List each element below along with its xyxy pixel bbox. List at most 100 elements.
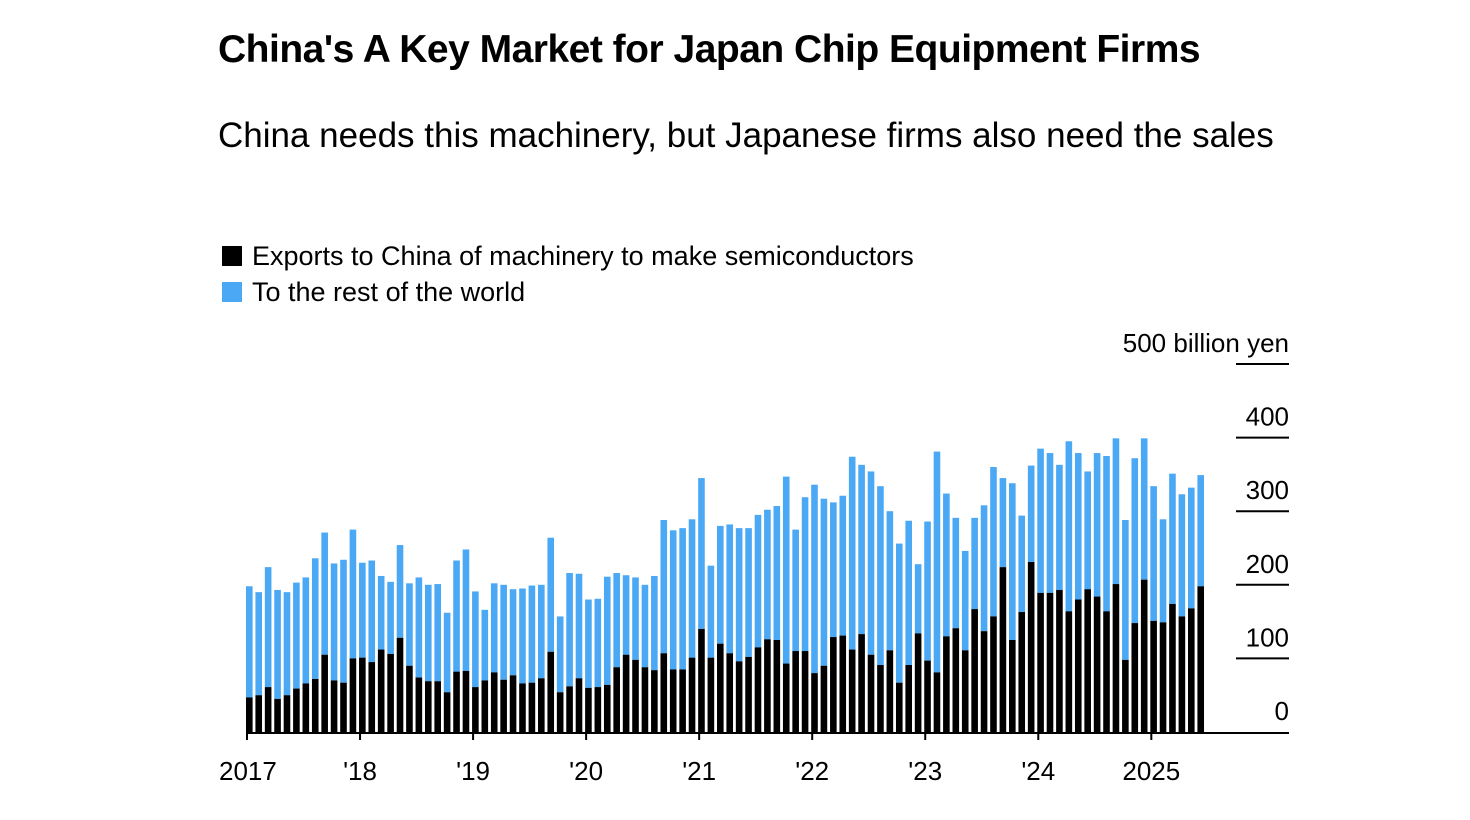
bar-china	[754, 647, 762, 732]
bar-china	[1131, 623, 1139, 732]
bar-china	[547, 651, 555, 732]
bar-rest	[830, 502, 837, 638]
bar-rest	[782, 476, 790, 664]
bar-rest	[914, 564, 922, 634]
bar-rest	[1131, 458, 1139, 624]
bar-rest	[669, 530, 677, 670]
bar-china	[651, 670, 658, 732]
bar-rest	[1027, 465, 1035, 562]
bar-china	[1188, 608, 1195, 732]
bar-china	[943, 636, 950, 732]
bar-rest	[754, 514, 762, 648]
bar-rest	[283, 592, 291, 696]
bar-rest	[528, 585, 536, 683]
x-tick-label: 2017	[219, 756, 277, 786]
bar-rest	[943, 493, 950, 637]
bar-rest	[1150, 486, 1157, 621]
bar-china	[453, 671, 460, 732]
bar-china	[1140, 579, 1148, 732]
bar-rest	[905, 520, 912, 666]
bar-rest	[773, 506, 781, 640]
bar-rest	[717, 525, 724, 644]
bar-rest	[707, 565, 715, 658]
bar-china	[575, 678, 583, 732]
legend-swatch-rest	[222, 282, 242, 302]
bar-rest	[434, 584, 441, 682]
bar-rest	[246, 586, 253, 698]
bar-china	[1046, 592, 1054, 732]
x-tick-label: '21	[682, 756, 716, 786]
bar-china	[255, 695, 263, 732]
bar-rest	[396, 545, 404, 638]
bar-rest	[641, 584, 649, 668]
bar-china	[603, 684, 611, 732]
bar-china	[330, 680, 338, 732]
bar-china	[764, 639, 771, 732]
bar-china	[406, 665, 413, 732]
bar-rest	[999, 478, 1007, 568]
bar-rest	[632, 577, 639, 660]
bar-rest	[613, 573, 620, 668]
bar-rest	[1112, 438, 1120, 585]
bar-rest	[603, 576, 611, 685]
bar-china	[971, 609, 978, 732]
y-tick-label: 100	[1246, 622, 1289, 652]
bar-china	[424, 681, 432, 732]
bar-rest	[980, 505, 988, 632]
chart-subtitle: China needs this machinery, but Japanese…	[218, 116, 1274, 155]
bar-rest	[1188, 487, 1195, 609]
bar-china	[264, 687, 272, 732]
bar-rest	[651, 575, 658, 671]
legend-item-china: Exports to China of machinery to make se…	[222, 238, 914, 274]
chart-title: China's A Key Market for Japan Chip Equi…	[218, 28, 1201, 71]
bar-china	[895, 682, 903, 732]
bar-rest	[1084, 471, 1091, 590]
bar-rest	[886, 511, 894, 651]
bar-rest	[858, 464, 865, 635]
bar-china	[302, 683, 310, 732]
bar-china	[641, 667, 649, 732]
bar-rest	[377, 575, 385, 650]
bar-rest	[1197, 475, 1205, 587]
bar-china	[745, 656, 752, 732]
bar-rest	[293, 582, 300, 689]
bar-china	[1103, 611, 1110, 732]
bar-rest	[811, 484, 818, 674]
bar-rest	[594, 598, 602, 688]
bar-china	[980, 631, 988, 732]
x-tick-label: '18	[343, 756, 377, 786]
bar-rest	[820, 498, 828, 666]
bar-china	[914, 633, 922, 732]
y-tick-label: 300	[1246, 475, 1289, 505]
bar-rest	[1122, 520, 1129, 660]
bar-china	[877, 665, 884, 732]
bar-china	[519, 683, 526, 732]
bar-rest	[406, 583, 413, 666]
bar-china	[556, 692, 564, 732]
bar-china	[434, 681, 441, 732]
bar-rest	[877, 486, 884, 666]
bar-china	[698, 628, 705, 732]
bar-rest	[622, 575, 630, 655]
bar-rest	[443, 612, 451, 693]
bar-rest	[302, 577, 310, 684]
bar-china	[396, 637, 404, 732]
bar-china	[688, 657, 696, 732]
bar-china	[481, 680, 489, 732]
bar-rest	[311, 558, 319, 680]
bar-rest	[359, 562, 366, 658]
bar-china	[999, 567, 1007, 732]
bar-rest	[255, 592, 263, 696]
bar-rest	[1103, 456, 1110, 612]
bar-china	[811, 673, 818, 732]
bar-china	[773, 640, 781, 732]
bar-china	[867, 654, 875, 732]
bar-china	[293, 688, 300, 732]
bar-china	[952, 628, 960, 732]
bar-china	[283, 695, 291, 732]
bar-rest	[264, 567, 272, 688]
bar-china	[622, 654, 630, 732]
bar-rest	[481, 609, 489, 681]
legend-swatch-china	[222, 246, 242, 266]
bar-china	[613, 667, 620, 732]
